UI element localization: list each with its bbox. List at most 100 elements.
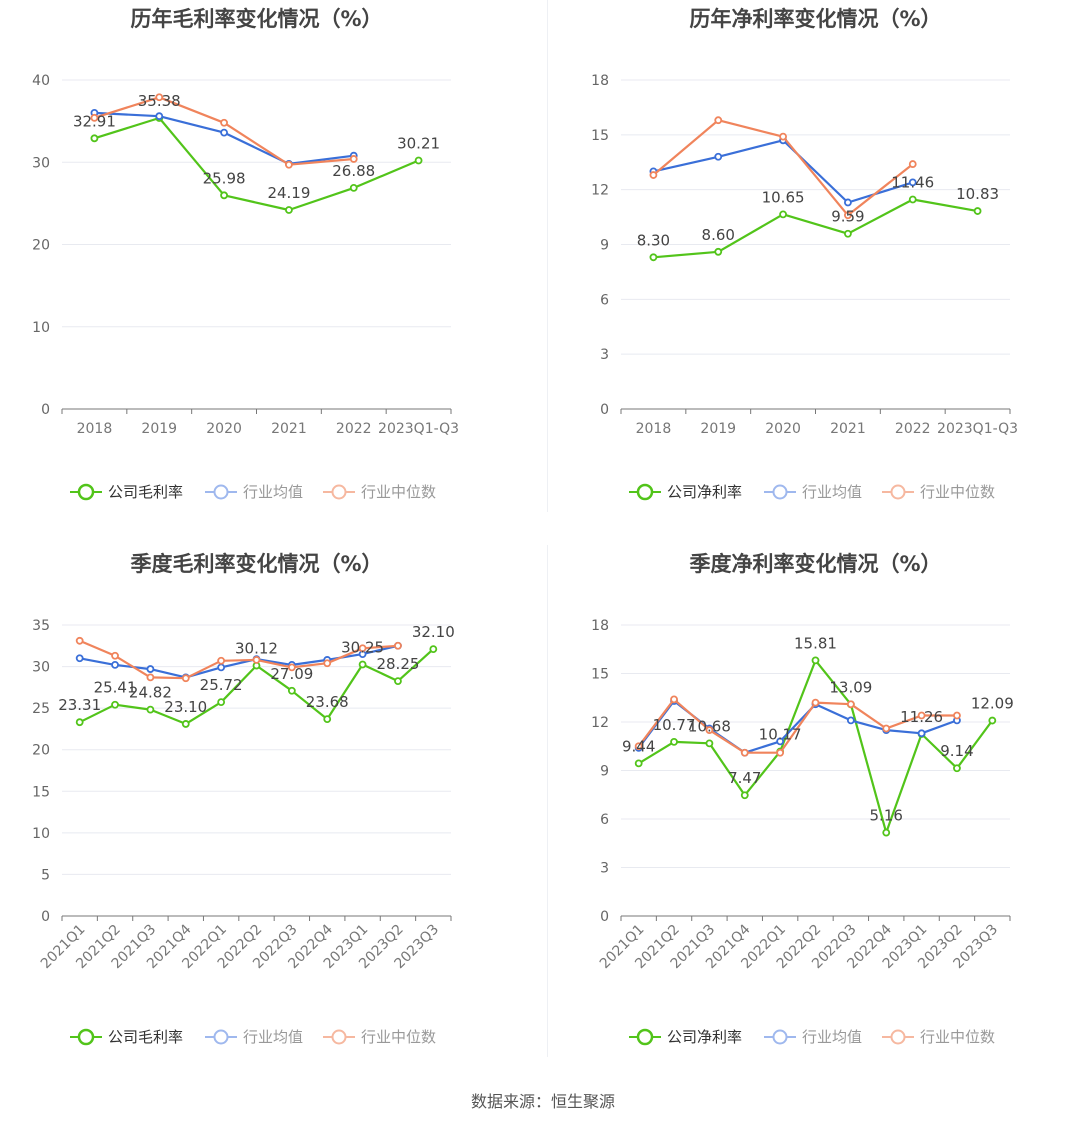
data-label: 7.47 [728,769,761,787]
data-point-industry_median [146,673,155,682]
y-tick-label: 30 [32,155,50,171]
data-label: 30.21 [397,135,440,153]
y-tick-label: 18 [591,618,609,634]
data-label: 9.14 [940,742,973,760]
legend-label-industry_median: 行业中位数 [920,483,995,501]
data-label: 10.65 [762,188,805,206]
data-point-company [349,184,358,192]
data-label: 25.98 [203,169,246,187]
data-point-company [285,206,293,214]
x-tick-label: 2021 [830,421,866,437]
data-point-industry_median [349,155,358,163]
data-label: 11.46 [891,174,934,192]
x-tick-label: 2018 [636,421,672,437]
data-point-industry_median [670,695,678,704]
data-point-company [634,759,643,768]
data-point-industry_median [740,748,749,757]
y-tick-label: 18 [591,73,609,89]
data-point-company [220,191,228,200]
legend-label-industry_median: 行业中位数 [361,1028,436,1046]
data-label: 15.81 [794,634,837,652]
y-tick-label: 40 [32,73,50,89]
data-point-industry_median [908,160,917,168]
series-line-industry_median [79,639,399,680]
y-tick-label: 9 [600,764,609,780]
data-point-industry_avg [844,198,852,207]
data-point-industry_median [714,116,723,125]
data-point-company [844,229,852,238]
chart-quarterly-net: 季度净利率变化情况（%）03691215182021Q12021Q22021Q3… [591,552,1014,1046]
chart-title: 季度净利率变化情况（%） [689,552,941,576]
data-point-company [287,686,296,695]
data-source-note: 数据来源：恒生聚源 [470,1092,615,1111]
y-tick-label: 0 [600,909,609,925]
legend-label-industry_median: 行业中位数 [920,1028,995,1046]
series-line-company [653,198,978,259]
data-point-company [146,705,155,714]
legend-marker-company [636,483,654,501]
chart-annual-net: 历年净利率变化情况（%） 0 3 6 9 12 15 18 2018 2019 2020 2021 20… [591,7,1018,501]
legend-marker-industry_avg [213,1029,229,1045]
data-point-industry_median [217,656,226,665]
data-point-industry_avg [111,661,119,669]
y-tick-label: 35 [32,618,50,634]
data-label: 23.31 [58,696,101,714]
legend-label-company: 公司毛利率 [108,1028,183,1046]
data-point-company [358,660,367,669]
y-tick-label: 3 [600,861,609,877]
data-point-industry_avg [714,152,723,161]
data-label: 23.68 [306,693,349,711]
legend-marker-industry_median [890,484,906,500]
data-point-company [779,210,787,219]
data-point-company [740,791,749,800]
data-label: 8.60 [702,226,735,244]
data-point-industry_avg [776,737,785,746]
data-label: 25.41 [94,679,137,697]
data-label: 10.17 [759,726,802,744]
data-point-company [670,737,678,746]
data-point-company [429,645,438,654]
data-label: 10.68 [688,717,731,735]
y-tick-label: 0 [41,402,50,418]
y-tick-label: 10 [32,826,50,842]
data-point-industry_avg [75,654,84,663]
chart-panel-annual-gross: 历年毛利率变化情况（%） 0 10 20 30 40 2018 2019 2020 2021 202… [0,0,543,545]
legend-label-industry_avg: 行业均值 [243,1028,303,1046]
divider-top [547,0,548,512]
x-tick-label: 2022 [336,421,372,437]
data-label: 8.30 [637,231,670,249]
chart-panel-quarterly-net: 季度净利率变化情况（%） 0 3 6 9 12 15 18 2021Q1 2021Q2 2021Q3… [559,545,1086,1090]
data-label: 24.82 [129,684,172,702]
legend-label-company: 公司净利率 [667,1028,742,1046]
y-tick-label: 30 [32,660,50,676]
data-label: 5.16 [870,807,903,825]
data-point-industry_avg [146,665,155,673]
x-tick-label: 2020 [206,421,242,437]
data-point-industry_median [649,171,658,179]
data-point-industry_median [779,132,787,141]
data-point-company [394,677,402,686]
legend-label-company: 公司毛利率 [108,483,183,501]
data-point-company [323,715,332,724]
legend-marker-company [77,1028,95,1046]
data-point-company [953,764,961,773]
x-tick-label: 2023Q1-Q3 [378,421,459,437]
y-tick-label: 20 [32,743,50,759]
data-point-company [973,207,982,215]
x-tick-label: 2019 [700,421,736,437]
legend-marker-company [636,1028,654,1046]
x-tick-label: 2020 [765,421,801,437]
data-point-company [111,700,119,709]
data-point-company [75,718,84,727]
data-point-industry_median [776,748,785,757]
x-tick-label: 2022 [895,421,931,437]
data-point-industry_median [323,659,332,668]
y-tick-label: 0 [41,909,50,925]
data-point-industry_avg [220,128,228,137]
data-point-company [811,656,820,665]
data-point-industry_median [394,641,402,650]
data-point-company [908,195,917,204]
legend-marker-industry_avg [772,484,788,500]
chart-title: 历年毛利率变化情况（%） [130,7,382,31]
data-label: 9.44 [622,737,655,755]
